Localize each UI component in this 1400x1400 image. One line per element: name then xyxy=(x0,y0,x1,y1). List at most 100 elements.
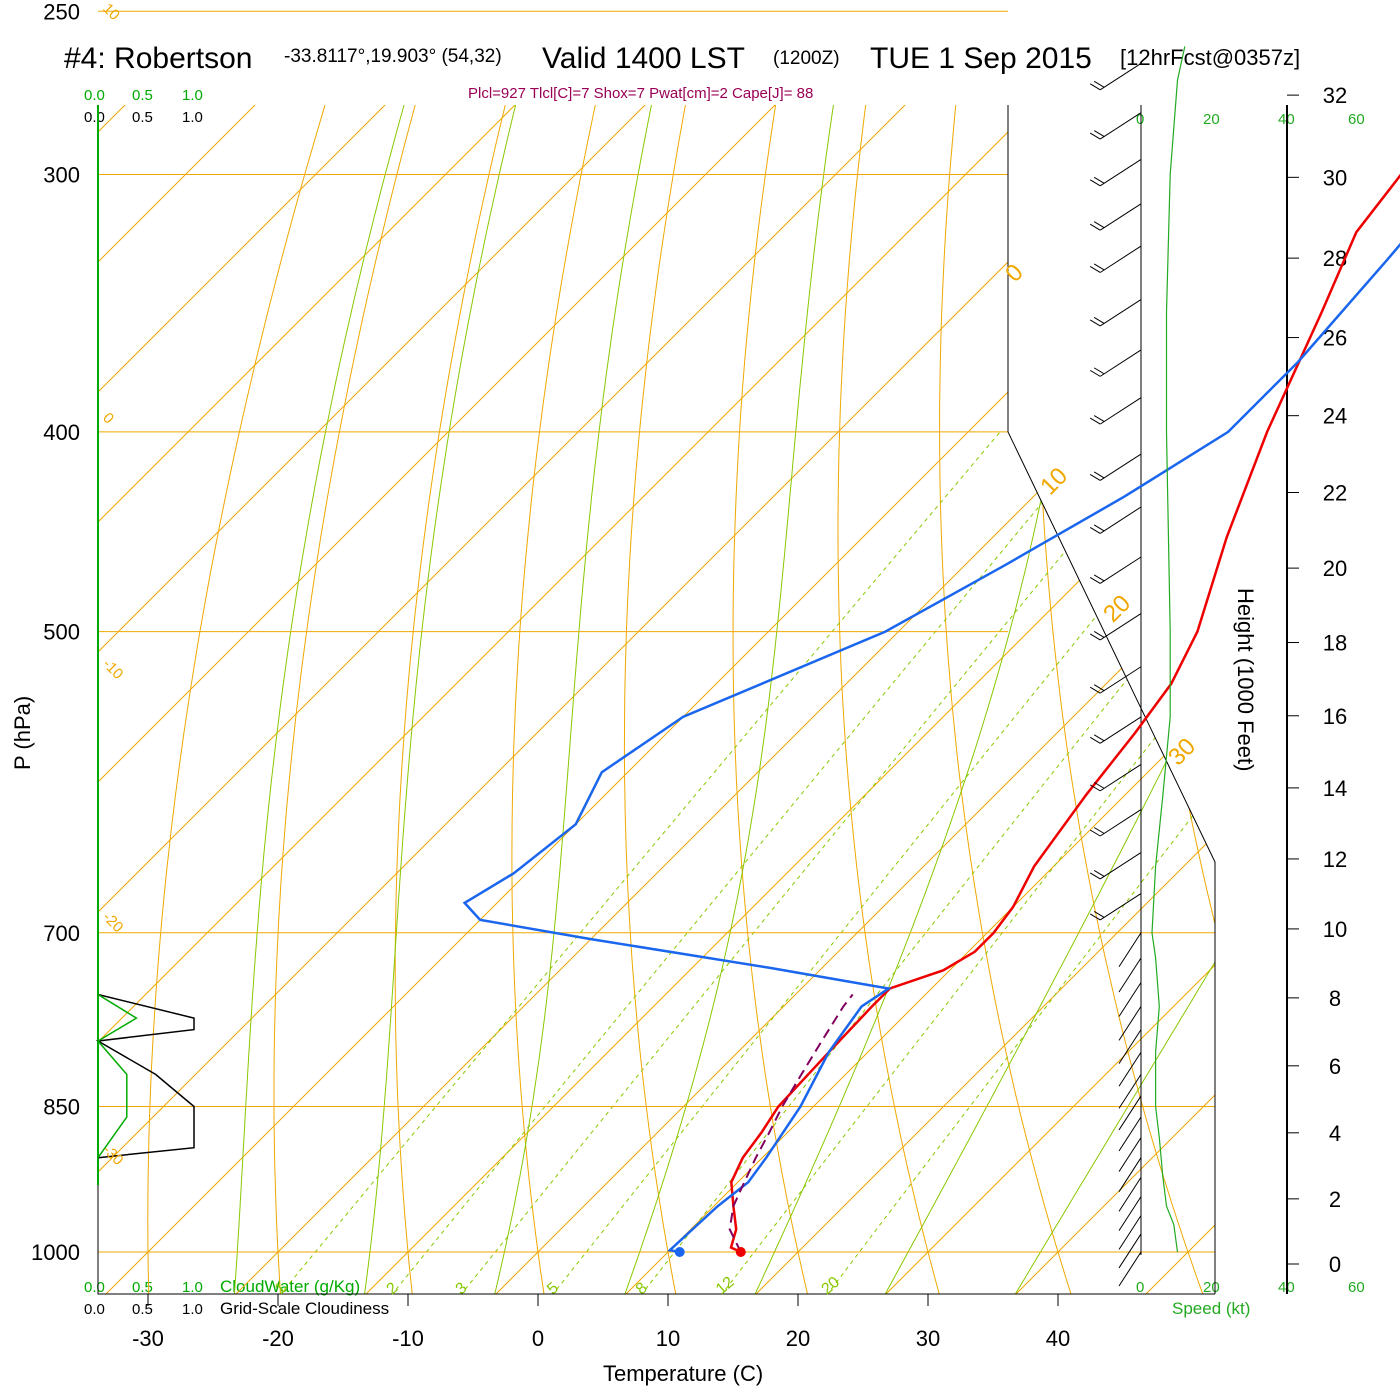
wind-barb xyxy=(1099,397,1142,425)
dry-adiabat xyxy=(939,105,1086,1294)
speed-top-60: 60 xyxy=(1348,111,1365,128)
bscale-green-1: 1.0 xyxy=(182,1279,203,1296)
speed-bot-0: 0 xyxy=(1136,1279,1144,1296)
isotherm-label-left: -10 xyxy=(99,656,126,683)
mixing-ratio-label: 5 xyxy=(544,1279,562,1298)
mixing-ratio-lines xyxy=(278,431,1215,1294)
wind-barb-flag xyxy=(1093,367,1105,375)
wind-barb xyxy=(1099,613,1142,641)
temperature-line xyxy=(729,173,1400,1254)
wind-barb-flag xyxy=(1093,781,1105,789)
height-tick-label: 18 xyxy=(1323,631,1347,656)
x-tick-label: 10 xyxy=(656,1326,680,1351)
wind-barb xyxy=(1118,1052,1142,1087)
height-tick-label: 8 xyxy=(1329,986,1341,1011)
wind-barb-flag xyxy=(1089,576,1101,584)
speed-bot-60: 60 xyxy=(1348,1279,1365,1296)
wind-barb xyxy=(1118,1074,1142,1109)
wind-barb xyxy=(1099,764,1142,792)
wind-barb-flag xyxy=(1089,369,1101,377)
scale-green-05: 0.5 xyxy=(132,87,153,104)
surface-temp-dot xyxy=(735,1247,746,1257)
pressure-lines xyxy=(98,10,1215,1253)
wind-barb xyxy=(1118,1006,1142,1041)
moist-adiabats xyxy=(233,105,1215,1294)
wind-barb xyxy=(1118,1095,1142,1131)
mixing-ratio-line xyxy=(278,431,1001,1294)
wind-barb-flag xyxy=(1089,784,1101,792)
wind-barb-flag xyxy=(1093,471,1105,479)
isotherm-line xyxy=(452,105,1215,1294)
height-tick-label: 30 xyxy=(1323,165,1347,190)
wind-barb-flag xyxy=(1093,870,1105,877)
mixing-ratio-line xyxy=(720,431,1215,1294)
moist-adiabat xyxy=(233,105,497,1294)
mixing-ratio-label: 8 xyxy=(633,1279,651,1298)
pressure-tick-label: 700 xyxy=(43,921,80,946)
wind-barb xyxy=(1099,556,1142,584)
wind-barb-flag xyxy=(1093,221,1105,229)
mixing-ratio-line xyxy=(825,431,1215,1294)
wind-barb xyxy=(1118,1251,1142,1287)
height-tick-label: 28 xyxy=(1323,246,1347,271)
wind-barb-flag xyxy=(1093,827,1105,834)
wind-barb xyxy=(1118,1029,1142,1064)
scale-black-05: 0.5 xyxy=(132,109,153,126)
isotherm-label-left: 0 xyxy=(99,409,117,427)
stability-indices: Plcl=927 Tlcl[C]=7 Shox=7 Pwat[cm]=2 Cap… xyxy=(468,85,813,102)
x-tick-label: 30 xyxy=(916,1326,940,1351)
utc-time: (1200Z) xyxy=(773,48,840,69)
wind-barb xyxy=(1099,349,1142,377)
wind-barb xyxy=(1118,1177,1142,1212)
parcel-line xyxy=(728,993,854,1253)
valid-time: Valid 1400 LST xyxy=(542,42,745,75)
height-tick-label: 6 xyxy=(1329,1054,1341,1079)
wind-barb xyxy=(1099,158,1142,187)
wind-barb-flag xyxy=(1093,574,1105,582)
mixing-ratio-line xyxy=(551,431,1215,1294)
surface-dewpoint-dot xyxy=(674,1247,685,1257)
isotherm-label-right: 20 xyxy=(1098,590,1136,628)
speed-top-0: 0 xyxy=(1136,111,1144,128)
wind-barb xyxy=(1099,299,1142,327)
cloud-profiles xyxy=(95,993,195,1159)
height-tick-label: 4 xyxy=(1329,1121,1341,1146)
isotherm-line xyxy=(98,105,1215,1294)
bottom-scale-black: 0.0 0.5 1.0 Grid-Scale Cloudiness xyxy=(84,1299,389,1318)
wind-barb-flag xyxy=(1089,266,1101,273)
height-tick-label: 32 xyxy=(1323,83,1347,108)
station-name: #4: Robertson xyxy=(64,42,252,75)
wind-barb xyxy=(1118,1233,1142,1269)
wind-panel xyxy=(1089,46,1186,1287)
mixing-ratio-line xyxy=(459,431,1164,1294)
wind-barb xyxy=(1099,716,1142,744)
dry-adiabats xyxy=(147,105,1215,1294)
pressure-tick-label: 850 xyxy=(43,1095,80,1120)
wind-barb-flag xyxy=(1089,83,1101,91)
dry-adiabat xyxy=(394,105,587,1294)
wind-barb xyxy=(1099,506,1142,534)
pressure-tick-label: 500 xyxy=(43,620,80,645)
dry-adiabat xyxy=(837,105,953,1294)
wind-barb xyxy=(1099,809,1142,837)
isotherm-label-left: -20 xyxy=(99,909,126,936)
moist-adiabat xyxy=(623,105,889,1294)
wind-barb-flag xyxy=(1093,734,1105,742)
speed-top-20: 20 xyxy=(1203,111,1220,128)
bscale-black-1: 1.0 xyxy=(182,1301,203,1318)
wind-barb xyxy=(1099,112,1142,140)
height-tick-label: 22 xyxy=(1323,481,1347,506)
pressure-tick-label: 400 xyxy=(43,420,80,445)
wind-barb xyxy=(1099,203,1142,231)
isotherm-label-left: 10 xyxy=(99,0,123,24)
x-tick-label: -10 xyxy=(392,1326,424,1351)
isotherm-line xyxy=(98,105,939,1294)
isotherm-line xyxy=(712,105,1215,1294)
dry-adiabat xyxy=(273,105,505,1294)
isotherm-line xyxy=(98,105,1069,1294)
wind-barb xyxy=(1118,1137,1142,1172)
height-tick-label: 10 xyxy=(1323,917,1347,942)
isotherm-line xyxy=(192,105,1215,1294)
mixing-ratio-label: 3 xyxy=(453,1279,471,1298)
